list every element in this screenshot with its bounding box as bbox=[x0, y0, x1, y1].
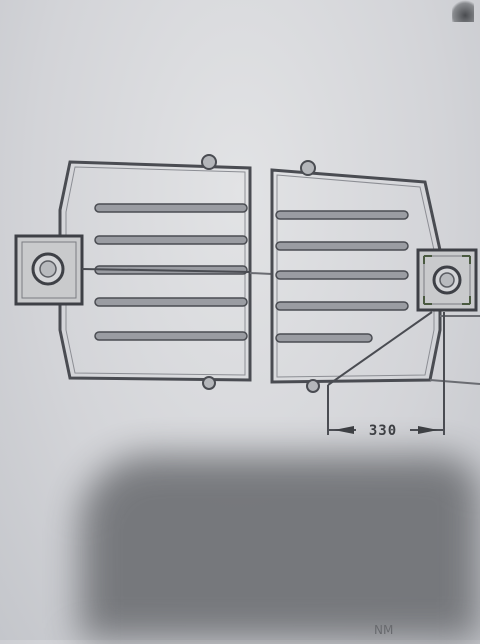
right-top-tab bbox=[300, 160, 316, 176]
dimension-arrow-right-icon bbox=[418, 426, 438, 434]
center-connector-line bbox=[249, 272, 273, 275]
right-rail-1 bbox=[275, 210, 409, 220]
left-rail-5 bbox=[94, 331, 248, 341]
left-grille-panel bbox=[58, 154, 252, 390]
right-panel-outline bbox=[270, 168, 442, 384]
dimension-label: 330 bbox=[369, 423, 397, 439]
right-mount-plate-inner bbox=[423, 255, 471, 305]
right-rail-5 bbox=[275, 333, 373, 343]
left-panel-outline bbox=[58, 160, 252, 382]
right-panel-inner-outline bbox=[276, 174, 435, 378]
left-mount-bracket bbox=[14, 234, 251, 306]
left-mount-plate-inner bbox=[21, 241, 77, 299]
left-rails-group bbox=[94, 203, 248, 341]
left-mount-hole-inner bbox=[39, 260, 57, 278]
right-rail-3 bbox=[275, 270, 409, 280]
corner-smudge-icon bbox=[452, 0, 474, 22]
right-grille-panel bbox=[270, 160, 442, 393]
right-bottom-extension-line bbox=[429, 379, 480, 385]
hand-shadow bbox=[80, 455, 480, 640]
left-top-tab bbox=[201, 154, 217, 170]
right-bottom-tab bbox=[306, 379, 320, 393]
left-rail-1 bbox=[94, 203, 248, 213]
left-rail-2 bbox=[94, 235, 248, 245]
diagonal-support-line bbox=[327, 311, 433, 386]
right-mount-corner-marks bbox=[423, 255, 471, 305]
right-rails-group bbox=[275, 210, 409, 343]
left-mount-arm bbox=[81, 268, 251, 273]
left-bottom-tab bbox=[202, 376, 216, 390]
dimension-group: 330 bbox=[327, 312, 445, 439]
right-rail-4 bbox=[275, 301, 409, 311]
right-mount-bracket bbox=[416, 248, 478, 312]
left-panel-inner-outline bbox=[65, 166, 246, 376]
right-mount-hole-inner bbox=[439, 272, 455, 288]
dimension-arrow-left-icon bbox=[334, 426, 354, 434]
right-rail-2 bbox=[275, 241, 409, 251]
left-rail-4 bbox=[94, 297, 248, 307]
